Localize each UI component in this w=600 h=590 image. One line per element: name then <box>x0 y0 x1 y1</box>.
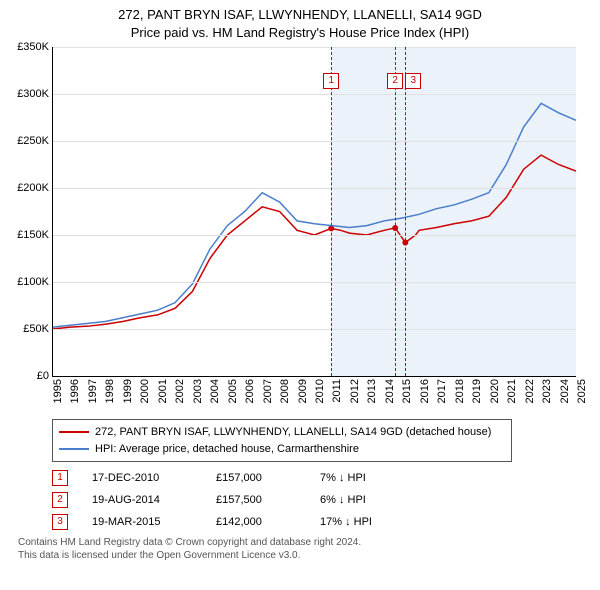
x-tick-label: 2013 <box>366 379 378 403</box>
legend-box: 272, PANT BRYN ISAF, LLWYNHENDY, LLANELL… <box>52 419 512 462</box>
event-marker-line <box>331 47 332 376</box>
x-tick-label: 2016 <box>419 379 431 403</box>
y-tick-label: £150K <box>9 229 49 241</box>
x-tick-label: 2008 <box>279 379 291 403</box>
legend-swatch-property <box>59 431 89 433</box>
footnote-line2: This data is licensed under the Open Gov… <box>18 549 588 562</box>
footnote-line1: Contains HM Land Registry data © Crown c… <box>18 536 588 549</box>
event-delta-2: 6% ↓ HPI <box>320 494 366 506</box>
event-price-2: £157,500 <box>216 494 296 506</box>
x-tick-label: 2014 <box>384 379 396 403</box>
x-tick-label: 2007 <box>262 379 274 403</box>
y-gridline <box>53 282 576 283</box>
chart-container: 272, PANT BRYN ISAF, LLWYNHENDY, LLANELL… <box>0 0 600 590</box>
legend-item-property: 272, PANT BRYN ISAF, LLWYNHENDY, LLANELL… <box>59 424 505 441</box>
event-marker-line <box>405 47 406 376</box>
x-axis-labels: 1995 1996 1997 1998 1999 2000 2001 2002 2003 2004… <box>52 377 576 411</box>
x-tick-label: 2003 <box>192 379 204 403</box>
event-row-1: 1 17-DEC-2010 £157,000 7% ↓ HPI <box>52 470 588 486</box>
x-tick-label: 1997 <box>87 379 99 403</box>
series-line-property <box>53 155 576 329</box>
event-marker-line <box>395 47 396 376</box>
event-row-2: 2 19-AUG-2014 £157,500 6% ↓ HPI <box>52 492 588 508</box>
event-marker-number: 2 <box>387 73 403 89</box>
x-tick-label: 2000 <box>139 379 151 403</box>
event-marker-3: 3 <box>52 514 68 530</box>
x-tick-label: 2022 <box>524 379 536 403</box>
legend-label-hpi: HPI: Average price, detached house, Carm… <box>95 441 359 458</box>
series-line-hpi <box>53 103 576 327</box>
x-tick-label: 2011 <box>331 379 343 403</box>
y-gridline <box>53 94 576 95</box>
x-tick-label: 1998 <box>104 379 116 403</box>
x-tick-label: 2005 <box>227 379 239 403</box>
x-tick-label: 2023 <box>541 379 553 403</box>
chart-area: £0£50K£100K£150K£200K£250K£300K£350K123 … <box>12 47 588 411</box>
legend-swatch-hpi <box>59 448 89 450</box>
y-tick-label: £300K <box>9 88 49 100</box>
y-gridline <box>53 188 576 189</box>
x-tick-label: 2002 <box>174 379 186 403</box>
x-tick-label: 2010 <box>314 379 326 403</box>
events-table: 1 17-DEC-2010 £157,000 7% ↓ HPI 2 19-AUG… <box>52 470 588 530</box>
x-tick-label: 2018 <box>454 379 466 403</box>
event-date-1: 17-DEC-2010 <box>92 472 192 484</box>
x-tick-label: 1996 <box>69 379 81 403</box>
x-tick-label: 2020 <box>489 379 501 403</box>
event-marker-1: 1 <box>52 470 68 486</box>
event-date-2: 19-AUG-2014 <box>92 494 192 506</box>
y-tick-label: £250K <box>9 135 49 147</box>
x-tick-label: 2024 <box>559 379 571 403</box>
x-tick-label: 2009 <box>297 379 309 403</box>
x-tick-label: 2012 <box>349 379 361 403</box>
y-gridline <box>53 141 576 142</box>
event-marker-2: 2 <box>52 492 68 508</box>
x-tick-label: 2004 <box>209 379 221 403</box>
event-delta-1: 7% ↓ HPI <box>320 472 366 484</box>
plot-area: £0£50K£100K£150K£200K£250K£300K£350K123 <box>52 47 576 377</box>
title-address: 272, PANT BRYN ISAF, LLWYNHENDY, LLANELL… <box>0 6 600 24</box>
line-series-svg <box>53 47 576 376</box>
y-tick-label: £350K <box>9 41 49 53</box>
event-price-3: £142,000 <box>216 516 296 528</box>
x-tick-label: 1995 <box>52 379 64 403</box>
legend-item-hpi: HPI: Average price, detached house, Carm… <box>59 441 505 458</box>
footnote: Contains HM Land Registry data © Crown c… <box>18 536 588 562</box>
y-gridline <box>53 235 576 236</box>
x-tick-label: 2019 <box>471 379 483 403</box>
y-tick-label: £50K <box>9 323 49 335</box>
event-marker-number: 3 <box>405 73 421 89</box>
x-tick-label: 2021 <box>506 379 518 403</box>
y-tick-label: £0 <box>9 370 49 382</box>
title-subtitle: Price paid vs. HM Land Registry's House … <box>0 24 600 42</box>
x-tick-label: 2006 <box>244 379 256 403</box>
legend-label-property: 272, PANT BRYN ISAF, LLWYNHENDY, LLANELL… <box>95 424 491 441</box>
event-row-3: 3 19-MAR-2015 £142,000 17% ↓ HPI <box>52 514 588 530</box>
x-tick-label: 2025 <box>576 379 588 403</box>
y-gridline <box>53 47 576 48</box>
x-tick-label: 2015 <box>401 379 413 403</box>
y-tick-label: £100K <box>9 276 49 288</box>
y-tick-label: £200K <box>9 182 49 194</box>
event-price-1: £157,000 <box>216 472 296 484</box>
y-gridline <box>53 329 576 330</box>
event-delta-3: 17% ↓ HPI <box>320 516 372 528</box>
x-tick-label: 2001 <box>157 379 169 403</box>
event-marker-number: 1 <box>323 73 339 89</box>
chart-title: 272, PANT BRYN ISAF, LLWYNHENDY, LLANELL… <box>0 0 600 41</box>
x-tick-label: 1999 <box>122 379 134 403</box>
event-date-3: 19-MAR-2015 <box>92 516 192 528</box>
x-tick-label: 2017 <box>436 379 448 403</box>
